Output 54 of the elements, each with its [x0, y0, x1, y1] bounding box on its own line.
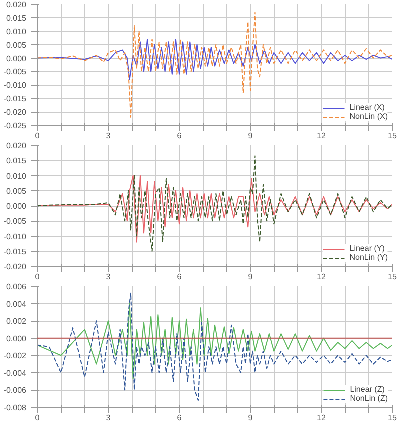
y-tick-label: 0.004 — [6, 300, 28, 309]
x-tick-label: 15 — [388, 414, 398, 422]
x-tick-label: 0 — [35, 414, 40, 422]
legend-label: NonLin (Z) — [350, 394, 388, 403]
y-tick-label: -0.025 — [4, 122, 28, 130]
x-tick-label: 12 — [317, 272, 326, 282]
legend-label: NonLin (X) — [350, 112, 388, 121]
y-tick-label: 0.002 — [6, 317, 28, 326]
y-tick-label: -0.015 — [4, 247, 28, 256]
y-tick-label: 0.010 — [6, 172, 28, 181]
y-tick-label: -0.010 — [4, 232, 28, 242]
y-tick-label: 0.015 — [6, 14, 28, 23]
line-series — [38, 292, 392, 402]
y-tick-label: 0.000 — [6, 334, 28, 344]
y-tick-label: 0.000 — [6, 202, 28, 211]
y-tick-label: 0.005 — [6, 40, 28, 50]
legend-label: NonLin (Y) — [350, 253, 388, 262]
x-tick-label: 6 — [177, 132, 182, 140]
y-tick-label: 0.010 — [6, 27, 28, 36]
x-tick-label: 9 — [248, 272, 254, 282]
x-tick-label: 15 — [388, 132, 398, 140]
y-tick-label: -0.002 — [4, 352, 28, 361]
y-tick-label: -0.020 — [4, 262, 28, 272]
x-tick-label: 9 — [248, 132, 254, 140]
line-series — [38, 156, 392, 252]
y-tick-label: -0.005 — [4, 68, 28, 77]
y-tick-label: 0.015 — [6, 156, 28, 166]
x-tick-label: 12 — [317, 414, 326, 422]
y-tick-label: -0.005 — [4, 217, 28, 226]
y-tick-label: -0.015 — [4, 94, 28, 104]
y-tick-label: -0.006 — [4, 386, 28, 396]
legend-label: Linear (Z) — [350, 385, 385, 394]
x-tick-label: 3 — [106, 132, 112, 140]
legend-label: Linear (X) — [350, 103, 385, 112]
x-tick-label: 6 — [177, 272, 182, 282]
x-tick-label: 6 — [177, 414, 182, 422]
y-tick-label: 0.006 — [6, 282, 28, 292]
x-tick-label: 3 — [106, 414, 112, 422]
x-tick-label: 12 — [317, 132, 326, 140]
y-tick-label: 0.020 — [6, 0, 28, 10]
x-tick-label: 15 — [388, 272, 398, 282]
line-series — [38, 303, 392, 380]
y-tick-label: 0.000 — [6, 54, 28, 64]
y-tick-label: -0.020 — [4, 108, 28, 118]
x-tick-label: 9 — [248, 414, 254, 422]
legend-label: Linear (Y) — [350, 244, 385, 253]
x-tick-label: 0 — [35, 272, 40, 282]
y-tick-label: -0.008 — [4, 404, 28, 412]
x-tick-label: 3 — [106, 272, 112, 282]
y-tick-label: -0.004 — [4, 368, 28, 378]
x-tick-label: 0 — [35, 132, 40, 140]
y-tick-label: 0.005 — [6, 186, 28, 196]
y-tick-label: -0.010 — [4, 81, 28, 90]
y-tick-label: 0.020 — [6, 142, 28, 150]
